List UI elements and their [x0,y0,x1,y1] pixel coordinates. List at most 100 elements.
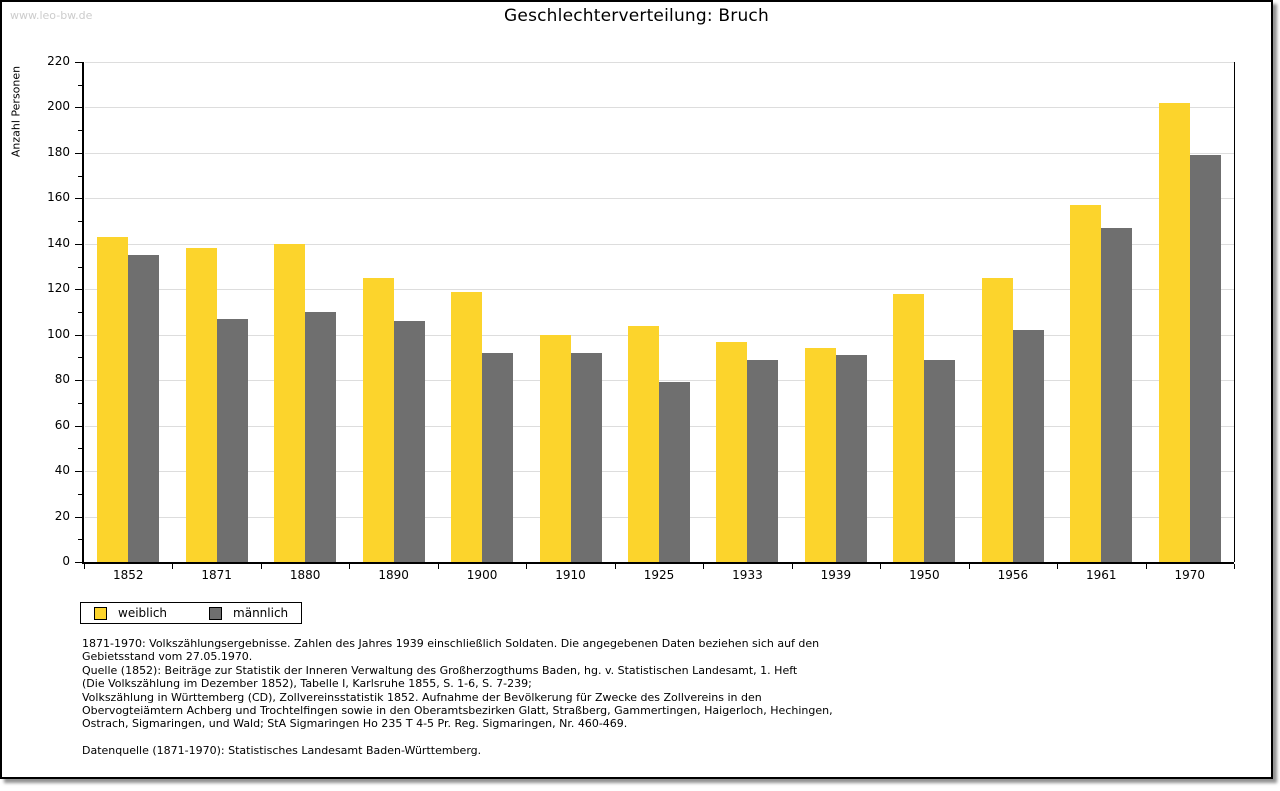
footnote-line-6: Obervogteiämtern Achberg und Trochtelfin… [82,703,833,717]
x-label-1852: 1852 [112,568,144,582]
source-notes: 1871-1970: Volkszählungsergebnisse. Zahl… [82,637,833,731]
y-minor-tick-170 [78,175,82,177]
x-label-1956: 1956 [997,568,1029,582]
bar-weiblich-1925 [628,325,659,562]
bar-männlich-1950 [924,359,956,562]
y-tick-0 [75,562,82,563]
x-label-1871: 1871 [201,568,232,582]
datenquelle-note: Datenquelle (1871-1970): Statistisches L… [82,743,482,757]
bar-weiblich-1880 [274,243,306,562]
chart-title: Geschlechterverteilung: Bruch [504,6,769,26]
x-tick-9 [880,564,882,569]
x-label-1900: 1900 [466,568,498,582]
footnote-line-4: (Die Volkszählung im Dezember 1852), Tab… [82,677,532,691]
bar-männlich-1956 [1012,330,1044,562]
legend-label-weiblich: weiblich [118,606,168,620]
gridline-200 [85,107,1234,109]
bar-weiblich-1933 [716,341,748,562]
y-tick-100 [75,334,82,336]
x-tick-1 [172,564,174,569]
y-tick-label-80: 80 [54,372,70,387]
y-tick-200 [75,107,82,109]
gridline-160 [85,198,1234,200]
gridline-100 [85,334,1234,336]
bar-männlich-1933 [747,359,779,562]
footnote-line-2: Gebietsstand vom 27.05.1970. [82,650,253,664]
y-minor-tick-110 [78,312,82,313]
x-tick-0 [84,564,85,569]
y-tick-40 [75,471,82,473]
x-tick-4 [437,564,439,569]
x-label-1950: 1950 [909,568,940,582]
chart-page: www.leo-bw.de Geschlechterverteilung: Br… [0,0,1273,779]
legend-swatch-weiblich-icon [94,606,107,620]
bar-weiblich-1900 [451,291,483,562]
bar-weiblich-1852 [97,237,129,562]
x-label-1910: 1910 [555,568,586,582]
bar-männlich-1890 [393,321,425,562]
footnote-line-7: Ostrach, Sigmaringen, und Wald; StA Sigm… [82,717,628,731]
bar-weiblich-1910 [539,334,571,562]
x-tick-12 [1145,564,1147,569]
footnote-line-1: 1871-1970: Volkszählungsergebnisse. Zahl… [82,637,820,650]
y-tick-label-220: 220 [47,54,70,68]
plot-area: 0 20 40 60 80 100 120 140 160 180 200 220 1852 1871 18… [2,2,1271,777]
y-minor-tick-190 [78,130,82,132]
x-label-1933: 1933 [732,568,763,582]
y-tick-label-20: 20 [54,508,70,523]
bar-weiblich-1956 [981,277,1013,562]
y-minor-tick-10 [78,539,82,541]
x-label-1970: 1970 [1174,568,1206,582]
gridline-180 [85,152,1234,154]
x-tick-10 [968,564,970,569]
bar-männlich-1900 [482,352,514,562]
bar-männlich-1970 [1189,155,1221,562]
legend-label-maennlich: männlich [233,606,289,620]
x-tick-6 [614,564,616,569]
bar-männlich-1871 [216,318,248,562]
bar-männlich-1910 [570,352,602,562]
y-tick-label-40: 40 [54,463,70,478]
legend-swatch-maennlich-icon [209,606,223,620]
y-tick-140 [75,243,82,245]
y-tick-label-100: 100 [47,326,70,341]
bar-weiblich-1970 [1158,102,1190,562]
y-tick-20 [75,516,82,518]
footer-spacer [82,731,833,744]
bar-männlich-1939 [835,355,867,562]
y-tick-80 [75,380,82,382]
y-tick-120 [75,289,82,291]
x-label-1961: 1961 [1086,568,1117,582]
y-tick-220 [75,62,82,63]
x-tick-5 [526,564,528,569]
y-axis-line [82,62,84,564]
watermark-leo-bw: www.leo-bw.de [10,9,93,22]
y-tick-label-140: 140 [47,235,70,250]
bar-weiblich-1939 [804,348,836,562]
bar-weiblich-1961 [1070,205,1102,562]
legend-item-maennlich: männlich [209,606,288,620]
bar-weiblich-1890 [362,277,394,562]
legend: weiblich männlich [80,602,303,624]
x-label-1880: 1880 [289,568,321,582]
x-axis-line [82,562,1234,564]
legend-item-weiblich: weiblich [94,606,167,620]
footnote-block: 1871-1970: Volkszählungsergebnisse. Zahl… [82,637,833,757]
x-tick-8 [791,564,793,569]
y-minor-tick-130 [78,266,82,268]
x-label-1925: 1925 [643,568,675,582]
y-minor-tick-210 [78,84,82,86]
footnote-line-3: Quelle (1852): Beiträge zur Statistik de… [82,663,798,677]
x-tick-2 [260,564,262,569]
x-tick-13 [1234,564,1235,569]
footnote-line-5: Volkszählung in Württemberg (CD), Zollve… [82,690,762,704]
x-tick-11 [1057,564,1059,569]
gridline-80 [85,380,1234,382]
x-tick-7 [703,564,705,569]
gridline-220 [85,62,1234,63]
y-tick-label-200: 200 [47,99,70,114]
bar-männlich-1880 [305,312,337,562]
y-minor-tick-150 [78,221,82,223]
gridline-140 [85,243,1234,245]
y-tick-label-0: 0 [62,554,70,568]
